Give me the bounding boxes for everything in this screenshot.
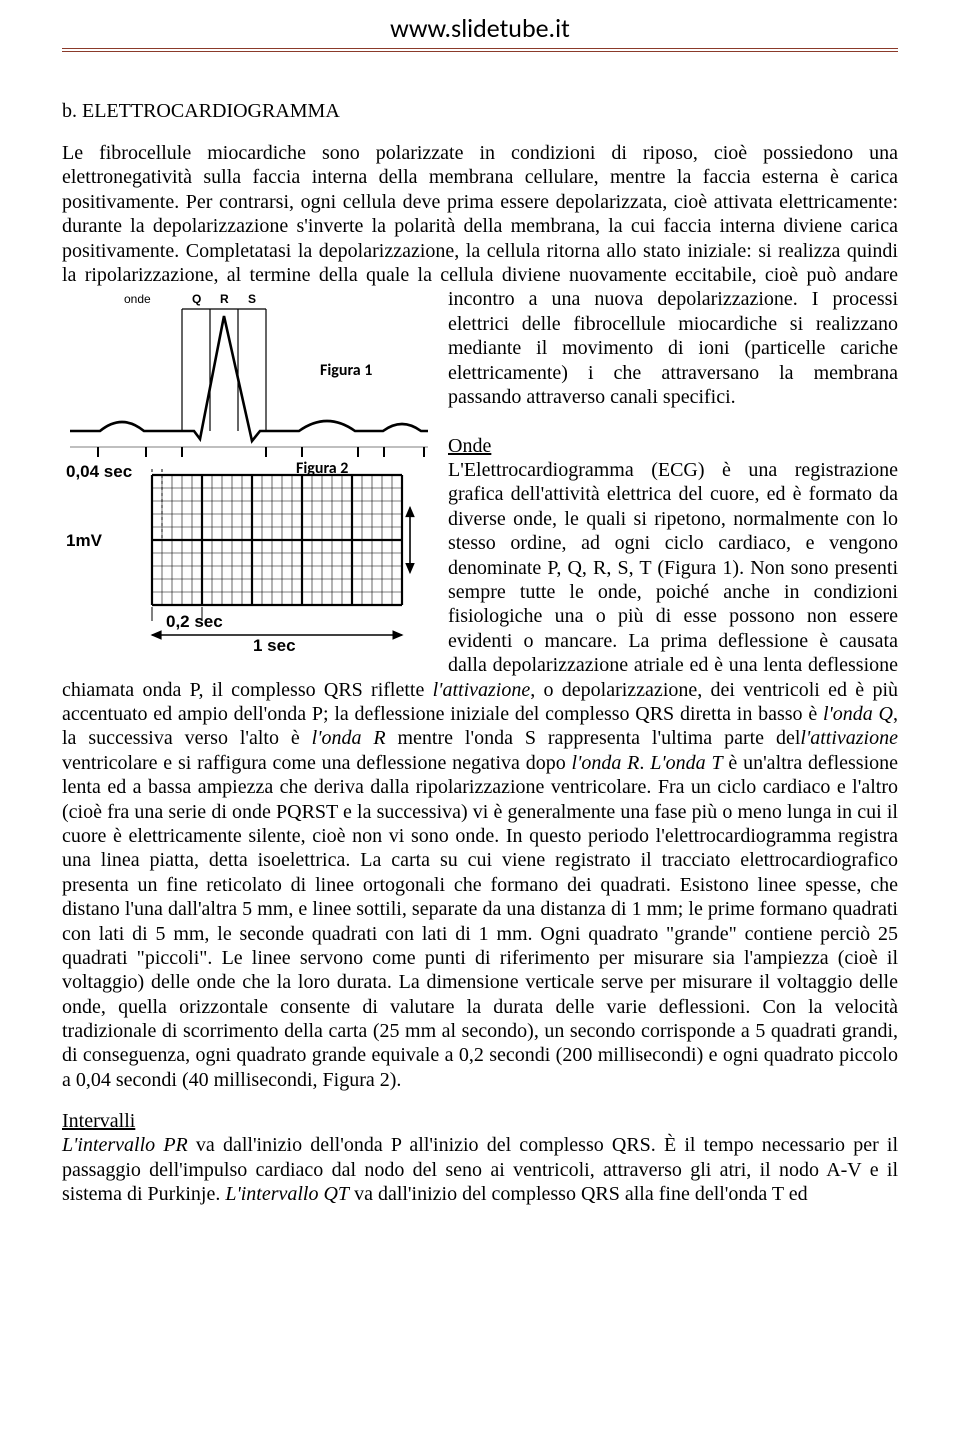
figure-1: onde Q R S Figura 1 <box>62 289 432 459</box>
site-header: www.slidetube.it <box>62 12 898 44</box>
svg-text:0,04 sec: 0,04 sec <box>66 465 132 481</box>
svg-text:0,2 sec: 0,2 sec <box>166 612 223 631</box>
figure-2-label: Figura 2 <box>296 459 348 479</box>
onde-full: l'attivazione, o depolarizzazione, dei v… <box>62 679 898 1091</box>
body-paragraph-1: Le fibrocellule miocardiche sono polariz… <box>62 141 898 1092</box>
figure-2-svg: 0,04 sec 1mV 0,2 sec 1 sec <box>62 465 432 660</box>
onde-heading: Onde <box>448 435 491 457</box>
figures-block: onde Q R S Figura 1 0,04 sec 1mV 0,2 sec 1 sec… <box>62 289 432 660</box>
header-rule <box>62 48 898 52</box>
svg-text:R: R <box>220 292 229 306</box>
section-title: b. ELETTROCARDIOGRAMMA <box>62 100 898 123</box>
intervalli-heading: Intervalli <box>62 1110 898 1133</box>
intervalli-body: L'intervallo PR va dall'inizio dell'onda… <box>62 1134 898 1205</box>
figure-1-svg: onde Q R S <box>62 289 432 459</box>
figure-2: 0,04 sec1mV0,2 sec1 sec Figura 2 <box>62 465 432 660</box>
svg-text:1mV: 1mV <box>66 531 103 550</box>
svg-text:Q: Q <box>192 292 201 306</box>
intervalli-text: L'intervallo PR va dall'inizio dell'onda… <box>62 1133 898 1206</box>
svg-text:S: S <box>248 292 256 306</box>
svg-text:onde: onde <box>124 292 151 306</box>
svg-text:1 sec: 1 sec <box>253 636 296 655</box>
figure-1-label: Figura 1 <box>320 361 372 381</box>
